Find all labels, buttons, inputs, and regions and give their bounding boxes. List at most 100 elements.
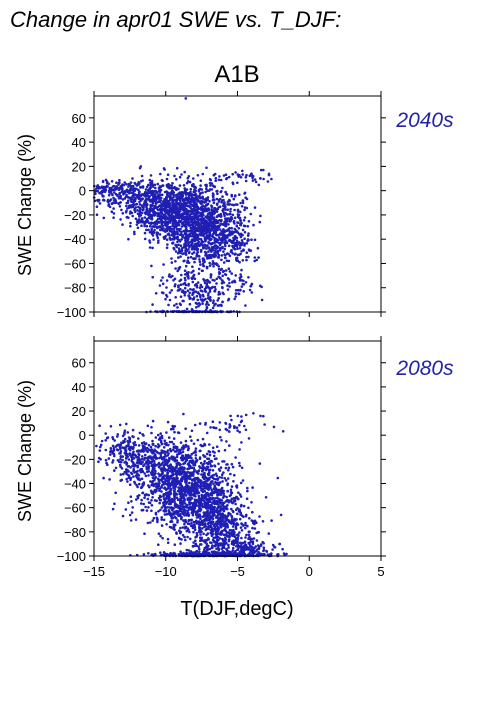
data-point <box>204 297 207 301</box>
data-point <box>139 165 143 168</box>
data-point <box>125 461 129 465</box>
data-point <box>200 543 203 546</box>
data-point <box>107 182 110 186</box>
data-point <box>113 187 117 191</box>
data-point <box>238 461 241 465</box>
data-point <box>168 511 171 514</box>
data-point <box>137 205 140 209</box>
data-point <box>238 246 242 250</box>
data-point <box>129 478 132 482</box>
data-point <box>202 496 205 500</box>
data-point <box>209 218 212 221</box>
data-point <box>228 226 231 230</box>
data-point <box>137 181 140 184</box>
data-point <box>189 207 193 210</box>
data-point <box>187 175 191 178</box>
data-point <box>168 298 172 302</box>
data-point <box>245 497 249 501</box>
data-point <box>146 497 150 501</box>
data-point <box>215 547 218 550</box>
data-point <box>222 546 226 550</box>
data-point <box>203 227 207 230</box>
data-point <box>183 499 186 502</box>
data-point <box>195 254 199 257</box>
data-point <box>186 470 189 474</box>
data-point <box>210 250 213 253</box>
data-point <box>190 211 193 214</box>
data-point <box>206 214 209 218</box>
data-point <box>218 271 222 275</box>
data-point <box>205 247 208 250</box>
data-point <box>234 289 238 292</box>
data-point <box>239 526 243 529</box>
data-point <box>146 219 150 223</box>
data-point <box>228 538 231 541</box>
data-point <box>180 488 184 491</box>
data-point <box>201 262 205 266</box>
data-point <box>171 274 174 278</box>
data-point <box>208 453 212 457</box>
data-point <box>195 519 198 523</box>
data-point <box>167 217 170 220</box>
data-point <box>228 281 231 285</box>
data-point <box>152 516 156 520</box>
data-point <box>174 467 177 471</box>
data-point <box>129 181 133 184</box>
data-point <box>226 477 230 480</box>
data-point <box>167 232 170 235</box>
data-point <box>124 508 128 511</box>
data-point <box>182 229 185 233</box>
data-point <box>176 510 180 513</box>
data-point <box>126 195 129 199</box>
data-point <box>98 202 102 205</box>
data-point <box>173 515 177 519</box>
data-point <box>227 518 230 522</box>
data-point <box>136 465 139 469</box>
data-point <box>212 196 215 199</box>
data-point <box>233 280 237 284</box>
data-point <box>242 504 246 508</box>
data-point <box>170 506 173 509</box>
data-point <box>181 194 185 197</box>
data-point <box>239 219 242 223</box>
data-point <box>173 511 176 514</box>
data-point <box>155 197 158 201</box>
data-point <box>242 290 245 293</box>
data-point <box>227 466 231 470</box>
data-point <box>208 443 211 446</box>
data-point <box>151 185 155 188</box>
data-point <box>218 532 222 536</box>
data-point <box>131 214 134 218</box>
data-point <box>207 506 210 510</box>
data-point <box>169 492 172 496</box>
data-point <box>133 207 137 211</box>
data-point <box>97 460 100 464</box>
data-point <box>241 169 244 173</box>
data-point <box>168 513 172 516</box>
data-point <box>152 211 155 214</box>
data-point <box>175 478 179 481</box>
data-point <box>161 282 165 286</box>
data-point <box>113 201 117 205</box>
data-point <box>164 230 167 233</box>
data-point <box>166 243 169 246</box>
data-point <box>233 216 237 220</box>
data-point <box>208 547 212 551</box>
data-point <box>252 537 256 540</box>
data-point <box>180 205 183 208</box>
data-point <box>138 200 141 204</box>
data-point <box>213 527 216 531</box>
data-point <box>176 240 179 244</box>
data-point <box>232 220 236 224</box>
data-point <box>119 479 122 482</box>
data-point <box>226 284 229 287</box>
data-point <box>140 217 144 220</box>
data-point <box>217 543 220 547</box>
data-point <box>183 446 186 449</box>
y-tick-label: 60 <box>72 111 86 126</box>
data-point <box>216 500 220 504</box>
data-point <box>170 261 174 264</box>
data-point <box>130 205 133 209</box>
data-point <box>207 250 210 253</box>
data-point <box>145 205 148 209</box>
